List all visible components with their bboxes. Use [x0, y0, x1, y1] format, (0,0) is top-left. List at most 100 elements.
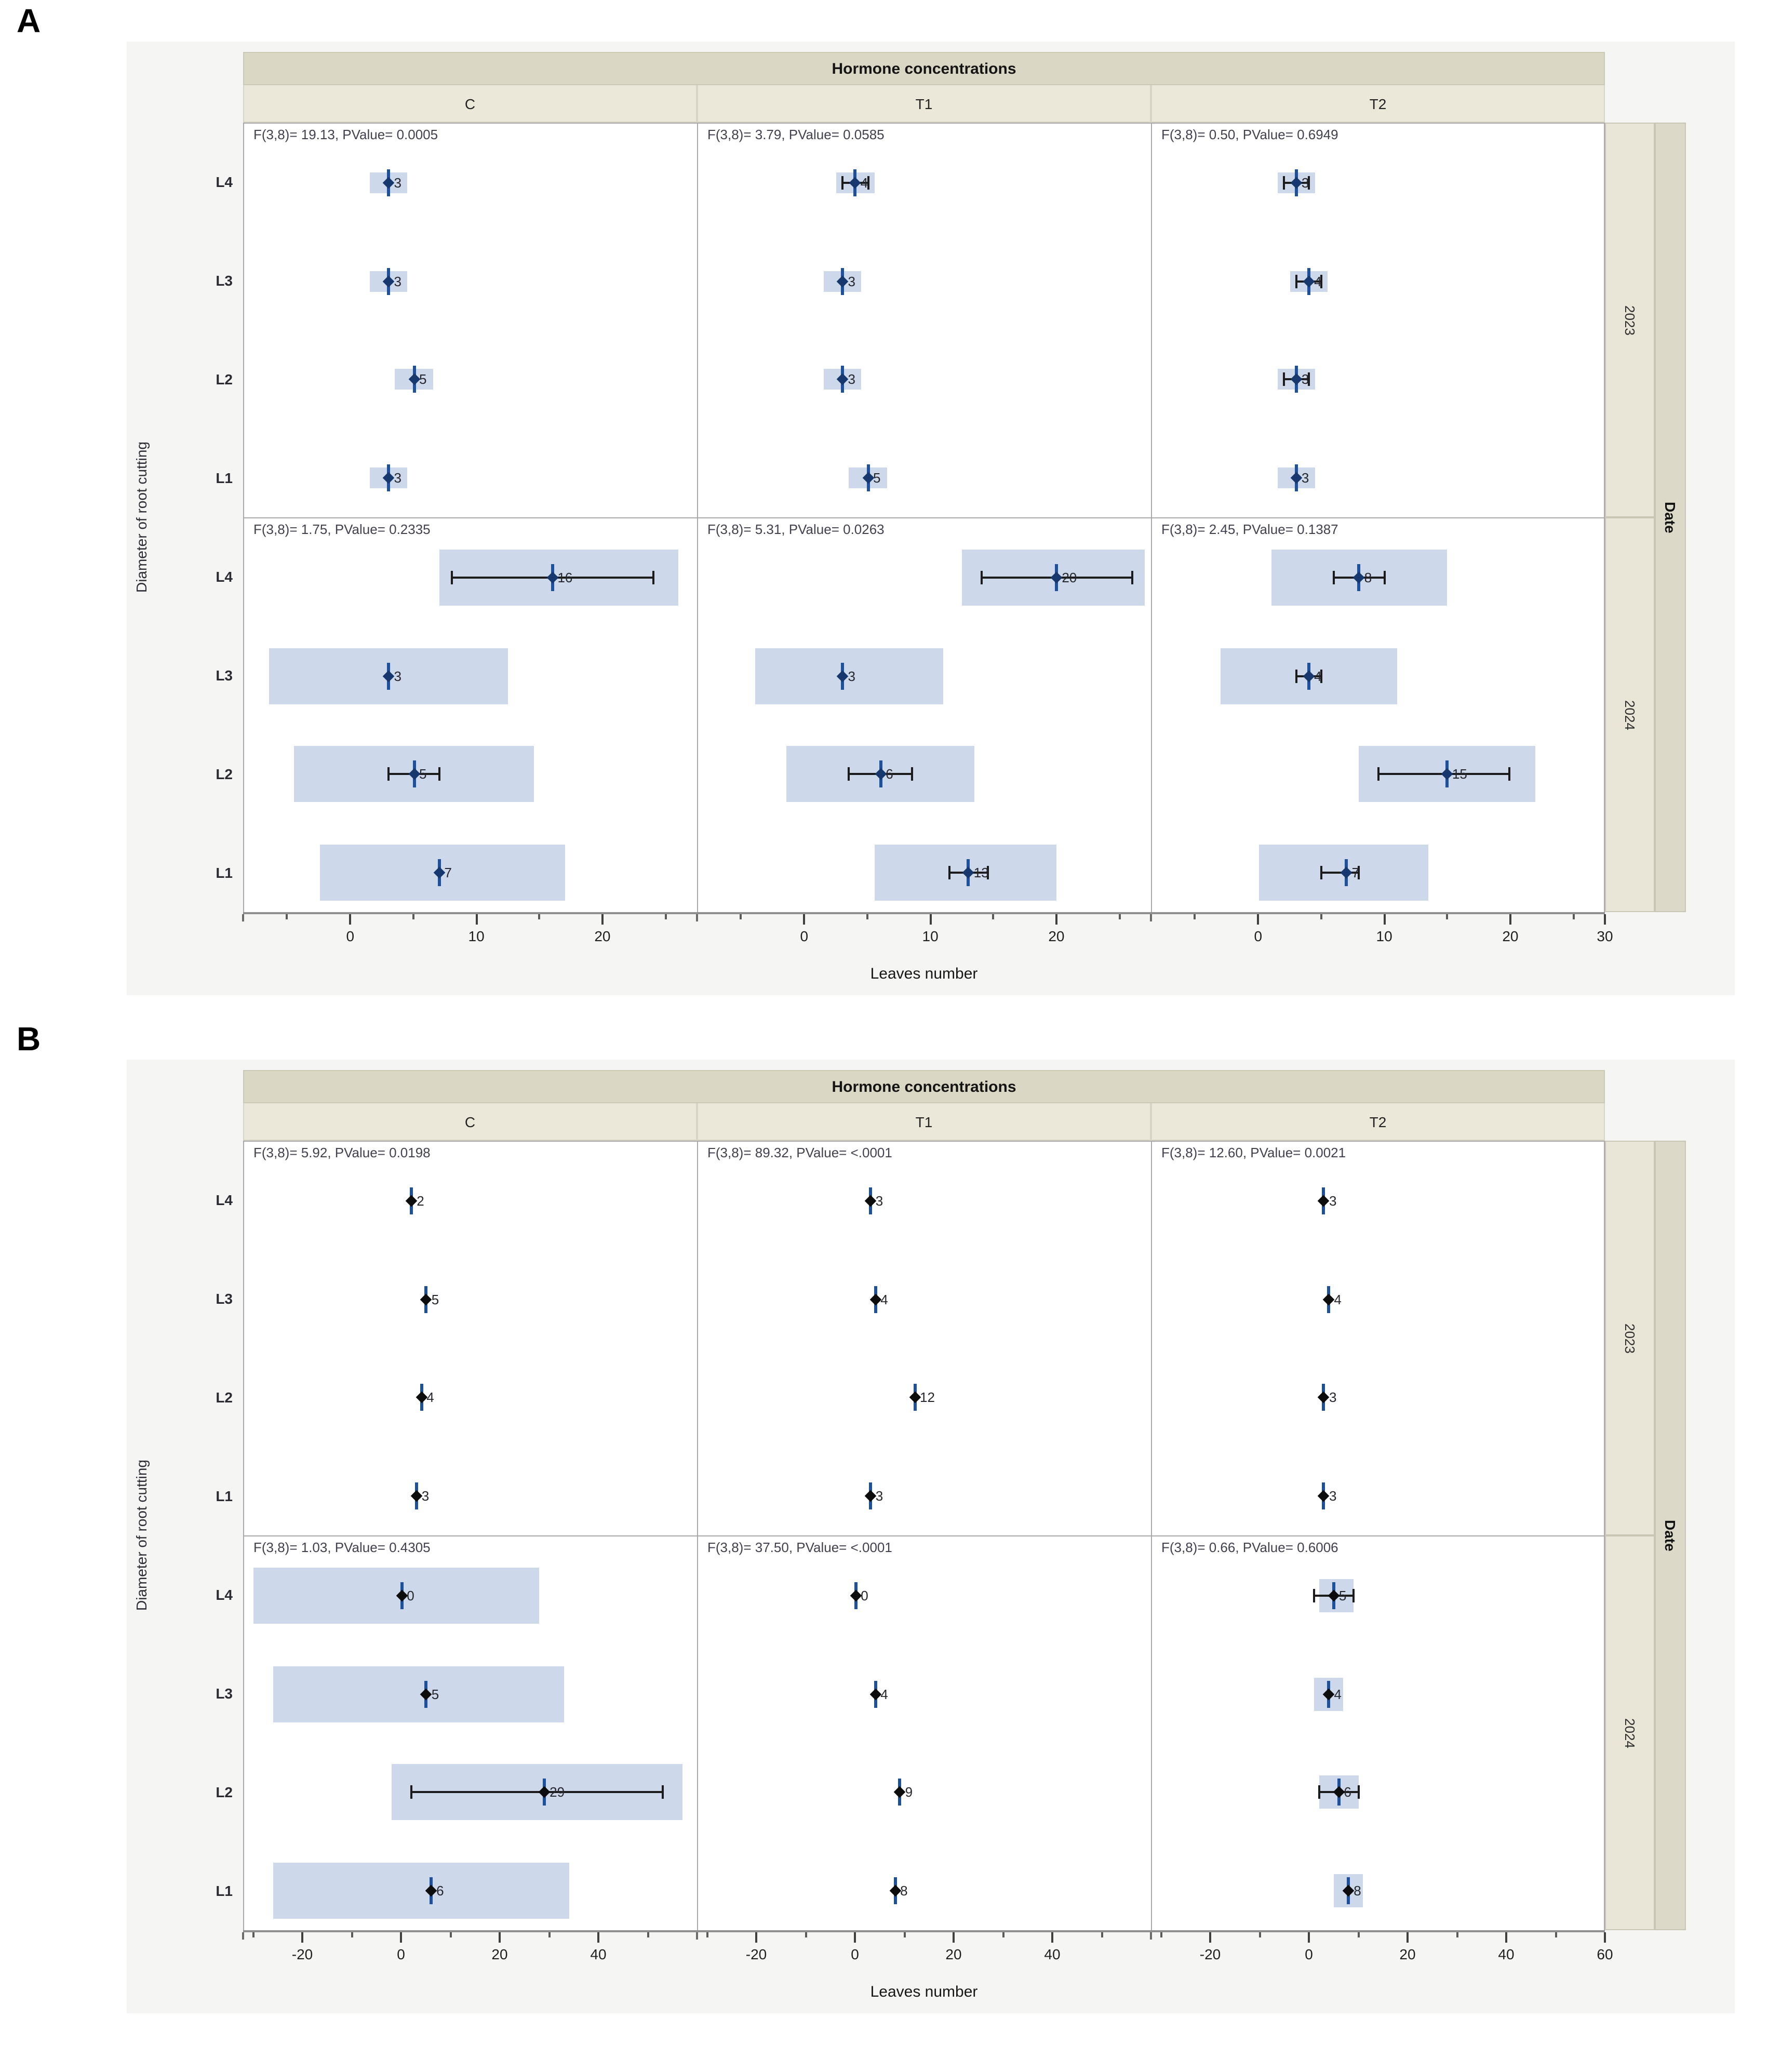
- facet-c-2023: F(3,8)= 19.13, PValue= 0.0005 3 3 5 3: [243, 123, 697, 517]
- axis-major-tick: [499, 1932, 501, 1943]
- data-point-label: 4: [1334, 1291, 1342, 1307]
- data-point-label: 6: [886, 766, 893, 782]
- facet-annotation: F(3,8)= 3.79, PValue= 0.0585: [707, 127, 885, 142]
- figure: A Hormone concentrations C T1 T2 Diamete…: [0, 4, 1768, 2013]
- axis-minor-tick: [252, 1932, 254, 1937]
- axis-boundary-tick: [696, 1932, 698, 1940]
- row-header-2023: 2023: [1605, 123, 1655, 517]
- error-bar-cap: [387, 767, 390, 781]
- axis-tick-label: 0: [1254, 928, 1263, 944]
- data-point-label: 4: [426, 1389, 434, 1406]
- confidence-band: [273, 1863, 569, 1919]
- axis-minor-tick: [706, 1932, 708, 1937]
- axis-boundary-tick: [1150, 914, 1152, 921]
- x-axis-c: -20 0 20 40: [242, 1930, 698, 1976]
- facet-annotation: F(3,8)= 1.75, PValue= 0.2335: [253, 522, 431, 537]
- facet-annotation: F(3,8)= 2.45, PValue= 0.1387: [1161, 522, 1338, 537]
- error-bar-cap: [841, 176, 844, 190]
- level-label-l4: L4: [216, 1192, 233, 1208]
- data-point-label: 3: [1329, 1488, 1337, 1504]
- error-bar-cap: [1308, 372, 1310, 386]
- column-header-t1: T1: [697, 1103, 1151, 1141]
- level-label-l3: L3: [216, 272, 233, 289]
- row-header-2024: 2024: [1605, 1535, 1655, 1930]
- axis-major-tick: [475, 914, 478, 925]
- data-point-label: 3: [1301, 175, 1309, 191]
- axis-minor-tick: [286, 914, 288, 919]
- axis-minor-tick: [1456, 1932, 1458, 1937]
- level-label-l4: L4: [216, 1586, 233, 1603]
- data-point-label: 3: [875, 1488, 883, 1504]
- facet-c-2024: F(3,8)= 1.75, PValue= 0.2335 16 3 5 7: [243, 517, 697, 912]
- axis-tick-label: 30: [1597, 928, 1613, 944]
- facet-t1-2023: F(3,8)= 89.32, PValue= <.0001 3 4 12 3: [697, 1141, 1151, 1535]
- x-axis-t2: -20 0 20 40 60: [1150, 1930, 1613, 1976]
- level-label-l4: L4: [216, 173, 233, 190]
- axis-tick-label: 10: [922, 928, 939, 944]
- x-axis-title: Leaves number: [870, 965, 978, 983]
- data-point-label: 6: [436, 1883, 444, 1899]
- data-point-marker: [849, 1589, 862, 1602]
- axis-boundary-tick: [242, 914, 244, 921]
- axis-minor-tick: [805, 1932, 807, 1937]
- facet-t2-2024: F(3,8)= 0.66, PValue= 0.6006 5 4 6 8: [1151, 1535, 1605, 1930]
- data-point-label: 4: [880, 1291, 888, 1307]
- axis-minor-tick: [1555, 1932, 1557, 1937]
- error-bar-cap: [1377, 767, 1379, 781]
- axis-major-tick: [755, 1932, 757, 1943]
- facet-c-2024: F(3,8)= 1.03, PValue= 0.4305 0 5 29 6: [243, 1535, 697, 1930]
- error-bar-cap: [1320, 866, 1323, 880]
- data-point-marker: [415, 1392, 427, 1404]
- facet-row-group-label: Date: [1655, 1141, 1686, 1930]
- data-point-label: 3: [421, 1488, 430, 1504]
- data-point-label: 8: [900, 1883, 908, 1899]
- axis-tick-label: 0: [1305, 1946, 1313, 1962]
- chart-title: Hormone concentrations: [243, 1070, 1605, 1103]
- level-label-l2: L2: [216, 1389, 233, 1406]
- data-point-label: 3: [875, 1193, 883, 1209]
- error-bar-cap: [948, 866, 951, 880]
- data-point-label: 7: [444, 865, 452, 881]
- error-bar-cap: [1131, 570, 1133, 584]
- level-label-l1: L1: [216, 470, 233, 486]
- column-header-c: C: [243, 85, 697, 123]
- chart-title: Hormone concentrations: [243, 52, 1605, 85]
- figure-panel-a: A Hormone concentrations C T1 T2 Diamete…: [0, 4, 1768, 995]
- data-point-label: 0: [861, 1587, 868, 1603]
- axis-minor-tick: [538, 914, 541, 919]
- axis-major-tick: [1505, 1932, 1507, 1943]
- data-point-label: 5: [419, 766, 427, 782]
- axis-minor-tick: [412, 914, 414, 919]
- axis-major-tick: [1509, 914, 1511, 925]
- axis-major-tick: [1055, 914, 1057, 925]
- facet-annotation: F(3,8)= 5.92, PValue= 0.0198: [253, 1145, 431, 1160]
- axis-major-tick: [301, 1932, 303, 1943]
- facet-annotation: F(3,8)= 5.31, PValue= 0.0263: [707, 522, 885, 537]
- facet-row-group-label: Date: [1655, 123, 1686, 912]
- error-bar: [1321, 872, 1359, 874]
- data-point-marker: [894, 1786, 906, 1799]
- data-point-label: 3: [394, 668, 401, 684]
- axis-minor-tick: [1194, 914, 1196, 919]
- facet-c-2023: F(3,8)= 5.92, PValue= 0.0198 2 5 4 3: [243, 1141, 697, 1535]
- column-header-t2: T2: [1151, 1103, 1605, 1141]
- panel-letter-b: B: [17, 1020, 41, 1058]
- axis-minor-tick: [1002, 1932, 1004, 1937]
- data-point-marker: [869, 1688, 881, 1700]
- data-point-marker: [889, 1884, 901, 1897]
- data-point-label: 4: [880, 1686, 888, 1702]
- row-header-2024: 2024: [1605, 517, 1655, 912]
- chart-grid: Hormone concentrations C T1 T2 Diameter …: [127, 52, 1735, 989]
- axis-major-tick: [601, 914, 604, 925]
- data-point-label: 7: [1351, 865, 1360, 881]
- x-axis-t2: 0 10 20 30: [1150, 912, 1613, 958]
- data-point-label: 3: [848, 273, 855, 289]
- error-bar-cap: [867, 176, 869, 190]
- axis-minor-tick: [1572, 914, 1575, 919]
- chart-grid: Hormone concentrations C T1 T2 Diameter …: [127, 1070, 1735, 2007]
- axis-major-tick: [953, 1932, 955, 1943]
- axis-major-tick: [854, 1932, 856, 1943]
- data-point-label: 12: [920, 1389, 935, 1406]
- axis-tick-label: 40: [1498, 1946, 1515, 1962]
- data-point-label: 5: [431, 1686, 439, 1702]
